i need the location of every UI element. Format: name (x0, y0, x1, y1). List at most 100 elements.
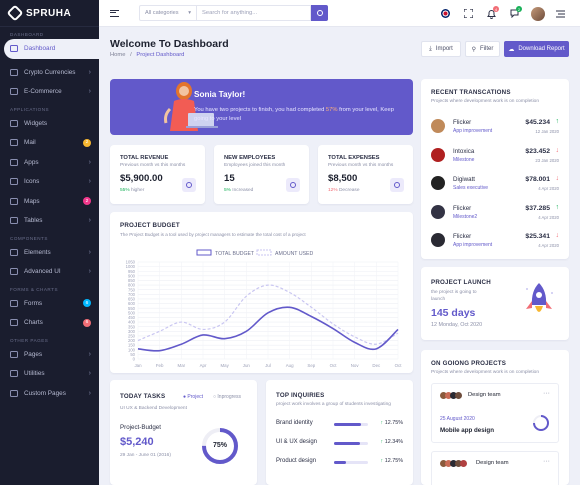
profile-button[interactable] (526, 5, 549, 22)
avatar (431, 147, 445, 162)
sidebar-item-elements[interactable]: Elements › (0, 243, 99, 263)
inquiry-label: Product design (276, 458, 317, 464)
chevron-right-icon: › (88, 217, 91, 225)
transaction-amount: $25.341 (525, 233, 550, 240)
filter-icon: ⚲ (471, 46, 477, 53)
download-report-button[interactable]: ☁ Download Report (504, 41, 569, 57)
transaction-name: Flicker (453, 119, 472, 126)
transaction-date: 4 Apr 2020 (538, 186, 559, 191)
banner-greeting: Sonia Taylor! (194, 90, 246, 99)
y-tick-label: 550 (128, 306, 136, 311)
transaction-date: 4 Apr 2020 (538, 243, 559, 248)
breadcrumb-home[interactable]: Home (110, 52, 126, 58)
app-logo[interactable]: SPRUHA (0, 0, 99, 27)
stat-icon (182, 178, 196, 192)
transaction-row[interactable]: Flicker App improvement $25.341 ↓ 4 Apr 2020 (431, 230, 559, 257)
chat-count: 2 (516, 6, 522, 12)
avatar (431, 119, 445, 133)
search-button[interactable] (311, 5, 328, 21)
more-icon[interactable]: ··· (543, 390, 550, 397)
circle-icon (394, 182, 400, 188)
sidebar-item-label: Forms (24, 299, 43, 307)
transaction-row[interactable]: Digiwatt Sales executive $78.001 ↓ 4 Apr 202… (431, 173, 559, 200)
x-tick-label: Jul (265, 363, 271, 368)
sidebar-item-forms[interactable]: Forms 6 (0, 294, 99, 314)
y-tick-label: 500 (128, 310, 136, 315)
sidebar-badge: 6 (83, 299, 91, 308)
menu-toggle-icon[interactable] (110, 9, 119, 17)
sidebar-item-label: Apps (24, 158, 39, 166)
sidebar-section-title: COMPONENTS (10, 235, 48, 241)
more-icon[interactable]: ··· (543, 458, 550, 465)
sidebar-item-advanced-ui[interactable]: Advanced UI › (0, 262, 99, 282)
ongoing-project-item[interactable]: Design team ··· (431, 451, 559, 485)
category-select[interactable]: All categories ▾ (139, 5, 197, 21)
transaction-date: 4 Apr 2020 (538, 214, 559, 220)
filter-button[interactable]: ⚲ Filter (465, 41, 500, 57)
fullscreen-button[interactable] (457, 5, 480, 22)
sidebar-section-title: FORMS & CHARTS (10, 286, 59, 292)
legend-swatch (196, 249, 212, 256)
category-select-value: All categories (145, 10, 179, 16)
search-input[interactable]: Search for anything... (197, 5, 311, 21)
x-tick-label: Apr (200, 363, 207, 368)
search-icon (316, 10, 323, 16)
sidebar-item-label: Utilities (24, 370, 45, 378)
y-tick-label: 350 (128, 324, 136, 329)
uk-flag-icon (441, 9, 450, 18)
legend-item: AMOUNT USED (256, 249, 313, 257)
chevron-right-icon: › (88, 248, 91, 256)
avatar (450, 392, 457, 399)
ongoing-subtitle: Projects where development work is on co… (431, 370, 539, 375)
transaction-row[interactable]: Flicker App improvement $45.234 ↑ 12 Jan 202… (431, 116, 559, 143)
project-launch-card: PROJECT LAUNCH the project is going to l… (421, 267, 569, 340)
transaction-row[interactable]: Intoxica Milestone $23.452 ↓ 23 Jan 2020 (431, 145, 559, 172)
page-title: Welcome To Dashboard (110, 38, 229, 50)
sidebar-item-utilities[interactable]: Utilities › (0, 364, 99, 384)
topbar: All categories ▾ Search for anything... … (99, 0, 580, 27)
avatar (530, 6, 545, 21)
sidebar-section-title: APPLICATIONS (10, 106, 50, 112)
stat-change: 12% Decrease (328, 188, 359, 193)
import-button[interactable]: ⤓ Import (421, 41, 461, 57)
transaction-row[interactable]: Flicker Milestone2 $37.285 ↑ 4 Apr 2020 (431, 202, 559, 229)
sidebar-item-widgets[interactable]: Widgets (0, 114, 99, 134)
sidebar-item-label: Icons (24, 178, 40, 186)
sidebar-item-apps[interactable]: Apps › (0, 153, 99, 173)
sidebar-item-maps[interactable]: Maps 2 (0, 192, 99, 212)
sidebar-item-e-commerce[interactable]: E-Commerce › (0, 82, 99, 102)
arrow-up-icon: ↑ (555, 118, 560, 125)
tasks-amount: $5,240 (120, 436, 154, 448)
banner-message-start: You have two projects to finish, you had… (194, 107, 326, 113)
avatar (455, 460, 462, 467)
arrow-down-icon: ↓ (555, 175, 560, 182)
sidebar-item-crypto-currencies[interactable]: Crypto Currencies › (0, 63, 99, 83)
sidebar-item-icons[interactable]: Icons › (0, 172, 99, 192)
y-tick-label: 1000 (126, 264, 136, 269)
y-tick-label: 700 (128, 292, 136, 297)
chevron-right-icon: › (88, 370, 91, 378)
ongoing-projects-card: ON GOIONG PROJECTS Projects where develo… (421, 350, 569, 485)
avatar (440, 392, 447, 399)
charts-icon (10, 319, 18, 327)
transaction-amount: $78.001 (525, 176, 550, 183)
sidebar-section-title: OTHER PAGES (10, 337, 49, 343)
sidebar-item-label: Crypto Currencies (24, 68, 76, 76)
stat-change: 55% higher (120, 188, 144, 193)
sidebar-item-custom-pages[interactable]: Custom Pages › (0, 384, 99, 404)
today-tasks-card: TODAY TASKS ● Project ○ Inprogress UI UX… (110, 380, 257, 485)
sidebar-item-tables[interactable]: Tables › (0, 211, 99, 231)
stat-value: $5,900.00 (120, 173, 163, 184)
sidebar-item-pages[interactable]: Pages › (0, 345, 99, 365)
stat-subtitle: Previous month vs this months (120, 163, 186, 168)
sidebar-item-mail[interactable]: Mail 2 (0, 133, 99, 153)
sidebar-badge: 2 (83, 197, 91, 206)
settings-button[interactable] (549, 5, 572, 22)
pages-icon (10, 350, 18, 358)
sidebar-item-dashboard[interactable]: Dashboard (4, 39, 99, 59)
language-button[interactable] (434, 5, 457, 22)
chat-button[interactable]: 2 (503, 5, 526, 22)
sidebar-item-charts[interactable]: Charts 6 (0, 313, 99, 333)
notifications-button[interactable]: 4 (480, 5, 503, 22)
ongoing-project-item[interactable]: Design team ··· 25 August 2020 Mobile ap… (431, 383, 559, 443)
